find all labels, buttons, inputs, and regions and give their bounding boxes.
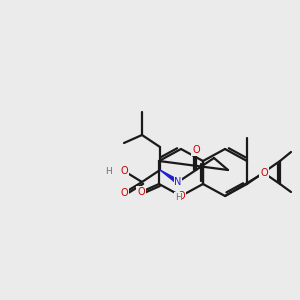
Text: O: O — [192, 145, 200, 155]
Text: N: N — [174, 177, 182, 187]
Text: O: O — [120, 166, 128, 176]
Text: O: O — [177, 191, 185, 201]
Text: O: O — [137, 187, 145, 197]
Text: H: H — [105, 167, 111, 176]
Text: O: O — [260, 168, 268, 178]
Polygon shape — [160, 170, 179, 184]
Text: H: H — [175, 193, 182, 202]
Text: O: O — [120, 188, 128, 198]
